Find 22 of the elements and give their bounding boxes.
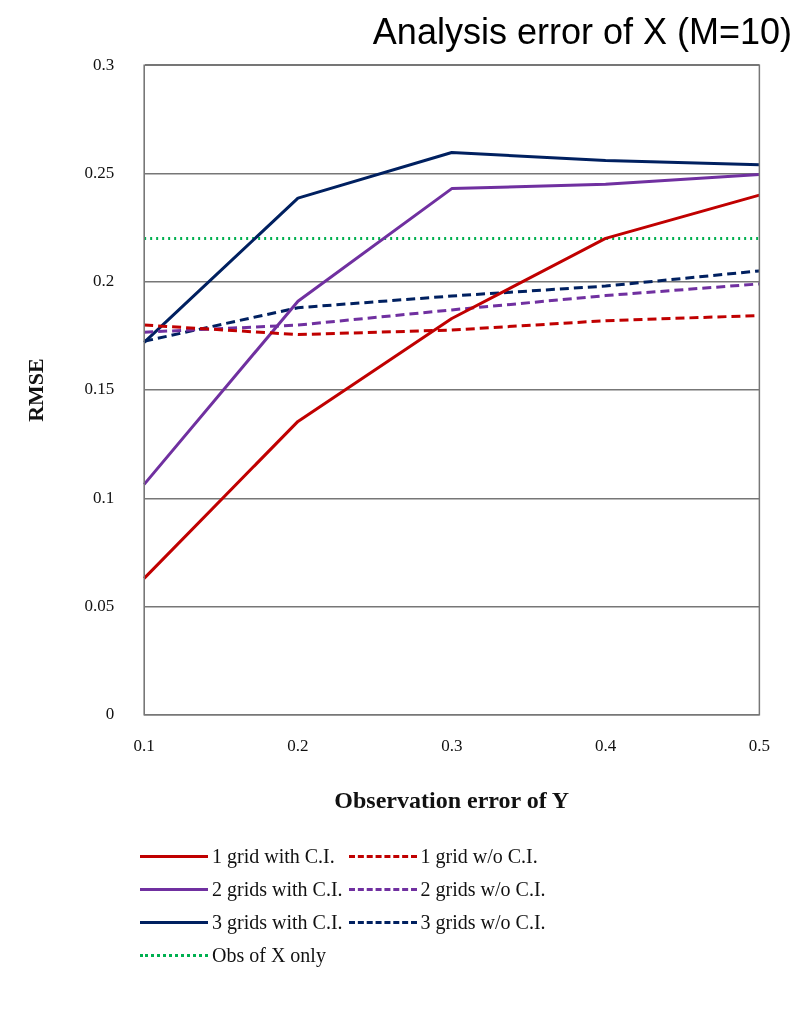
chart-title: Analysis error of X (M=10) — [372, 10, 792, 52]
x-tick-label: 0.2 — [287, 736, 309, 756]
x-tick-label: 0.3 — [441, 736, 463, 756]
y-tick-label: 0.3 — [92, 54, 115, 74]
x-axis-title: Observation error of Y — [334, 786, 570, 813]
y-tick-label: 0.05 — [84, 596, 115, 615]
legend-label: 2 grids with C.I. — [212, 878, 343, 901]
y-tick-label: 0.15 — [84, 379, 115, 399]
y-tick-label: 0 — [105, 704, 115, 724]
x-tick-label: 0.4 — [594, 736, 617, 756]
legend-label: 3 grids with C.I. — [212, 911, 343, 934]
x-tick-label: 0.5 — [748, 736, 770, 756]
y-tick-label: 0.25 — [84, 162, 115, 182]
legend-label: Obs of X only — [212, 944, 326, 967]
legend-label: 1 grid with C.I. — [212, 845, 335, 868]
y-axis-title: RMSE — [22, 358, 48, 422]
legend-label: 3 grids w/o C.I. — [420, 911, 546, 934]
y-tick-label: 0.2 — [92, 271, 115, 291]
legend-label: 2 grids w/o C.I. — [420, 878, 546, 901]
x-tick-label: 0.1 — [133, 736, 155, 756]
legend-label: 1 grid w/o C.I. — [420, 845, 538, 868]
y-tick-label: 0.1 — [92, 487, 115, 507]
